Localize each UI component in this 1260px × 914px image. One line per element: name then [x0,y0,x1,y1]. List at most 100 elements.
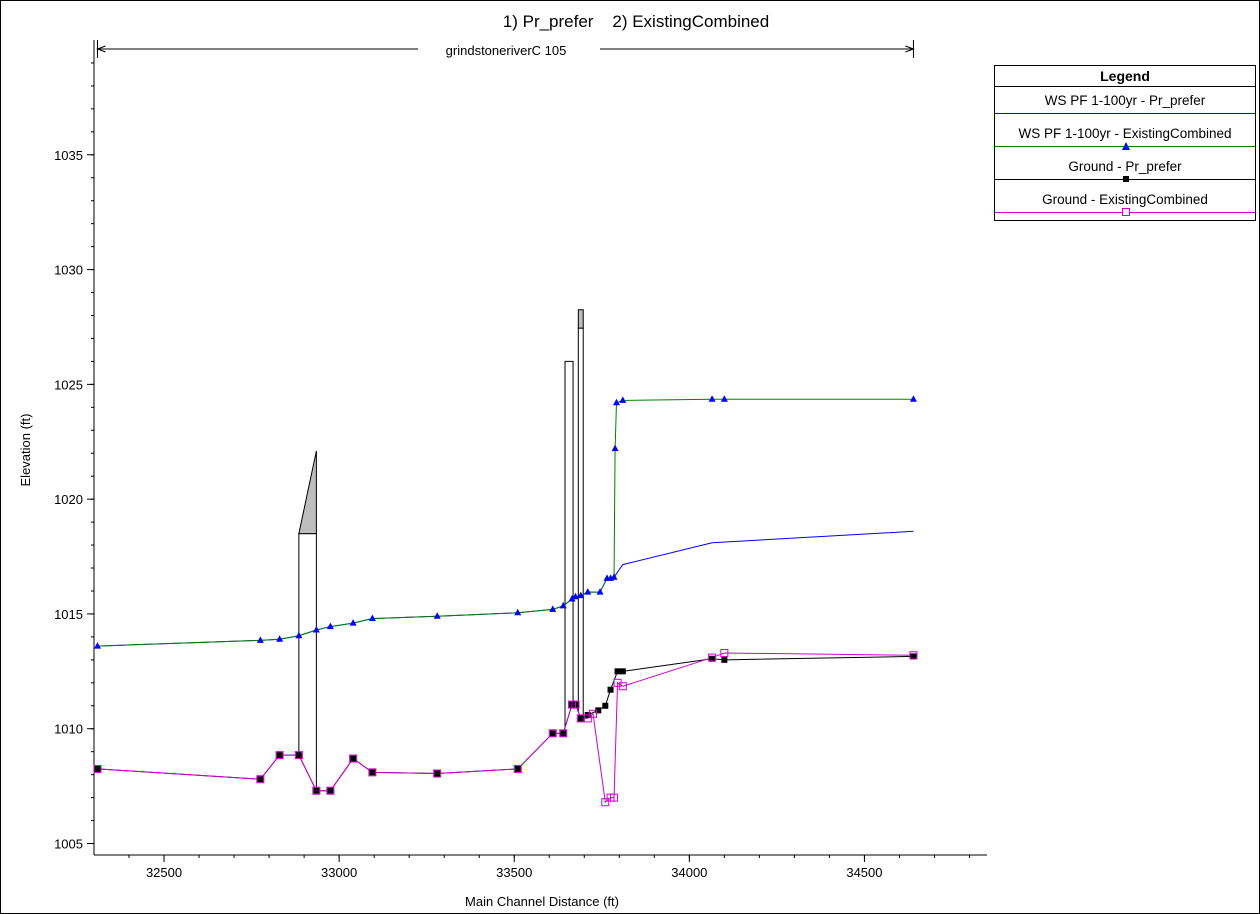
open-square-marker [589,709,598,718]
legend-item-ws-pr-prefer: WS PF 1-100yr - Pr_prefer [995,87,1255,120]
open-square-marker [909,651,918,660]
x-tick-label: 33000 [321,865,357,880]
triangle-marker [276,635,284,642]
triangle-marker [577,591,585,599]
filled-square-marker [276,752,283,759]
filled-square-marker [549,730,556,737]
legend-item-ground-pr-prefer: Ground - Pr_prefer [995,153,1255,186]
triangle-marker [312,626,320,633]
filled-square-marker [327,787,334,794]
legend-line [995,113,1255,114]
x-axis-label: Main Channel Distance (ft) [465,894,619,909]
filled-square-marker [602,702,609,709]
triangle-marker [295,631,303,639]
y-axis-label: Elevation (ft) [18,414,33,487]
filled-square-marker [607,686,614,693]
series-line-0 [97,530,914,647]
x-tick-label: 32500 [146,865,182,880]
legend: Legend WS PF 1-100yr - Pr_prefer WS PF 1… [994,65,1256,221]
reach-arrow-left [96,45,106,53]
open-square-marker [368,768,377,777]
open-square-marker [548,729,557,738]
y-tick-label: 1020 [54,492,83,507]
triangle-marker [549,605,557,612]
open-square-marker [601,798,610,807]
triangle-marker [612,398,620,406]
filled-square-marker [721,656,728,663]
x-tick-label: 34500 [846,865,882,880]
open-square-marker [618,682,627,691]
filled-square-marker [910,653,917,660]
triangle-marker [610,573,618,580]
open-square-marker-icon [1122,208,1130,216]
legend-label: WS PF 1-100yr - ExistingCombined [1018,126,1232,141]
open-square-marker [571,700,580,709]
filled-square-marker [313,787,320,794]
open-square-marker [513,764,522,773]
filled-square-marker [560,730,567,737]
y-tick-label: 1005 [54,837,83,852]
triangle-marker [368,614,376,622]
bridge-structures [298,309,584,791]
legend-title: Legend [995,66,1255,87]
reach-arrow-right [905,45,915,53]
open-square-marker [326,786,335,795]
filled-square-marker [709,655,716,662]
open-square-marker [349,754,358,763]
open-square-marker [294,751,303,760]
chart-title: 1) Pr_prefer 2) ExistingCombined [503,12,769,31]
legend-item-ws-existing: WS PF 1-100yr - ExistingCombined [995,120,1255,153]
filled-square-marker [514,765,521,772]
open-square-marker [720,648,729,657]
open-square-marker [583,714,592,723]
open-square-marker [559,729,568,738]
series-line-2 [97,655,914,792]
filled-square-marker [350,755,357,762]
triangle-marker [611,444,619,452]
y-tick-label: 1035 [54,148,83,163]
filled-square-marker [434,770,441,777]
y-tick-label: 1030 [54,263,83,278]
legend-label: Ground - ExistingCombined [1042,192,1208,207]
y-tick-label: 1025 [54,377,83,392]
filled-square-marker-icon [1123,176,1129,182]
open-square-marker [93,764,102,773]
legend-label: WS PF 1-100yr - Pr_prefer [1044,93,1206,108]
triangle-marker-icon [1122,142,1130,150]
triangle-marker [256,636,264,643]
bridge-deck-2 [577,309,584,329]
series-line-1 [97,398,914,647]
triangle-marker [349,619,357,626]
x-tick-label: 33500 [496,865,532,880]
triangle-marker [572,592,580,600]
triangle-marker [619,396,627,403]
bridge-opening-2 [577,327,584,719]
open-square-marker [708,653,717,662]
series-group [93,395,918,807]
filled-square-marker [614,668,621,675]
bridge-opening-1 [564,360,574,728]
triangle-marker [568,595,576,602]
reach-extent-bar [96,40,915,58]
triangle-marker [433,612,441,619]
open-square-marker [256,775,265,784]
triangle-marker [708,395,716,402]
open-square-marker [275,751,284,760]
filled-square-marker [94,765,101,772]
reach-label: grindstoneriverC 105 [446,43,567,58]
legend-label: Ground - Pr_prefer [1068,159,1182,174]
triangle-marker [596,588,604,595]
triangle-marker [94,642,102,649]
open-square-marker [312,786,321,795]
filled-square-marker [595,707,602,714]
filled-square-marker [257,776,264,783]
filled-square-marker [619,668,626,675]
legend-item-ground-existing: Ground - ExistingCombined [995,186,1255,219]
triangle-marker [559,601,567,609]
triangle-marker [720,395,728,402]
filled-square-marker [577,715,584,722]
filled-square-marker [295,752,302,759]
open-square-marker [610,793,619,802]
series-line-3 [97,652,914,804]
